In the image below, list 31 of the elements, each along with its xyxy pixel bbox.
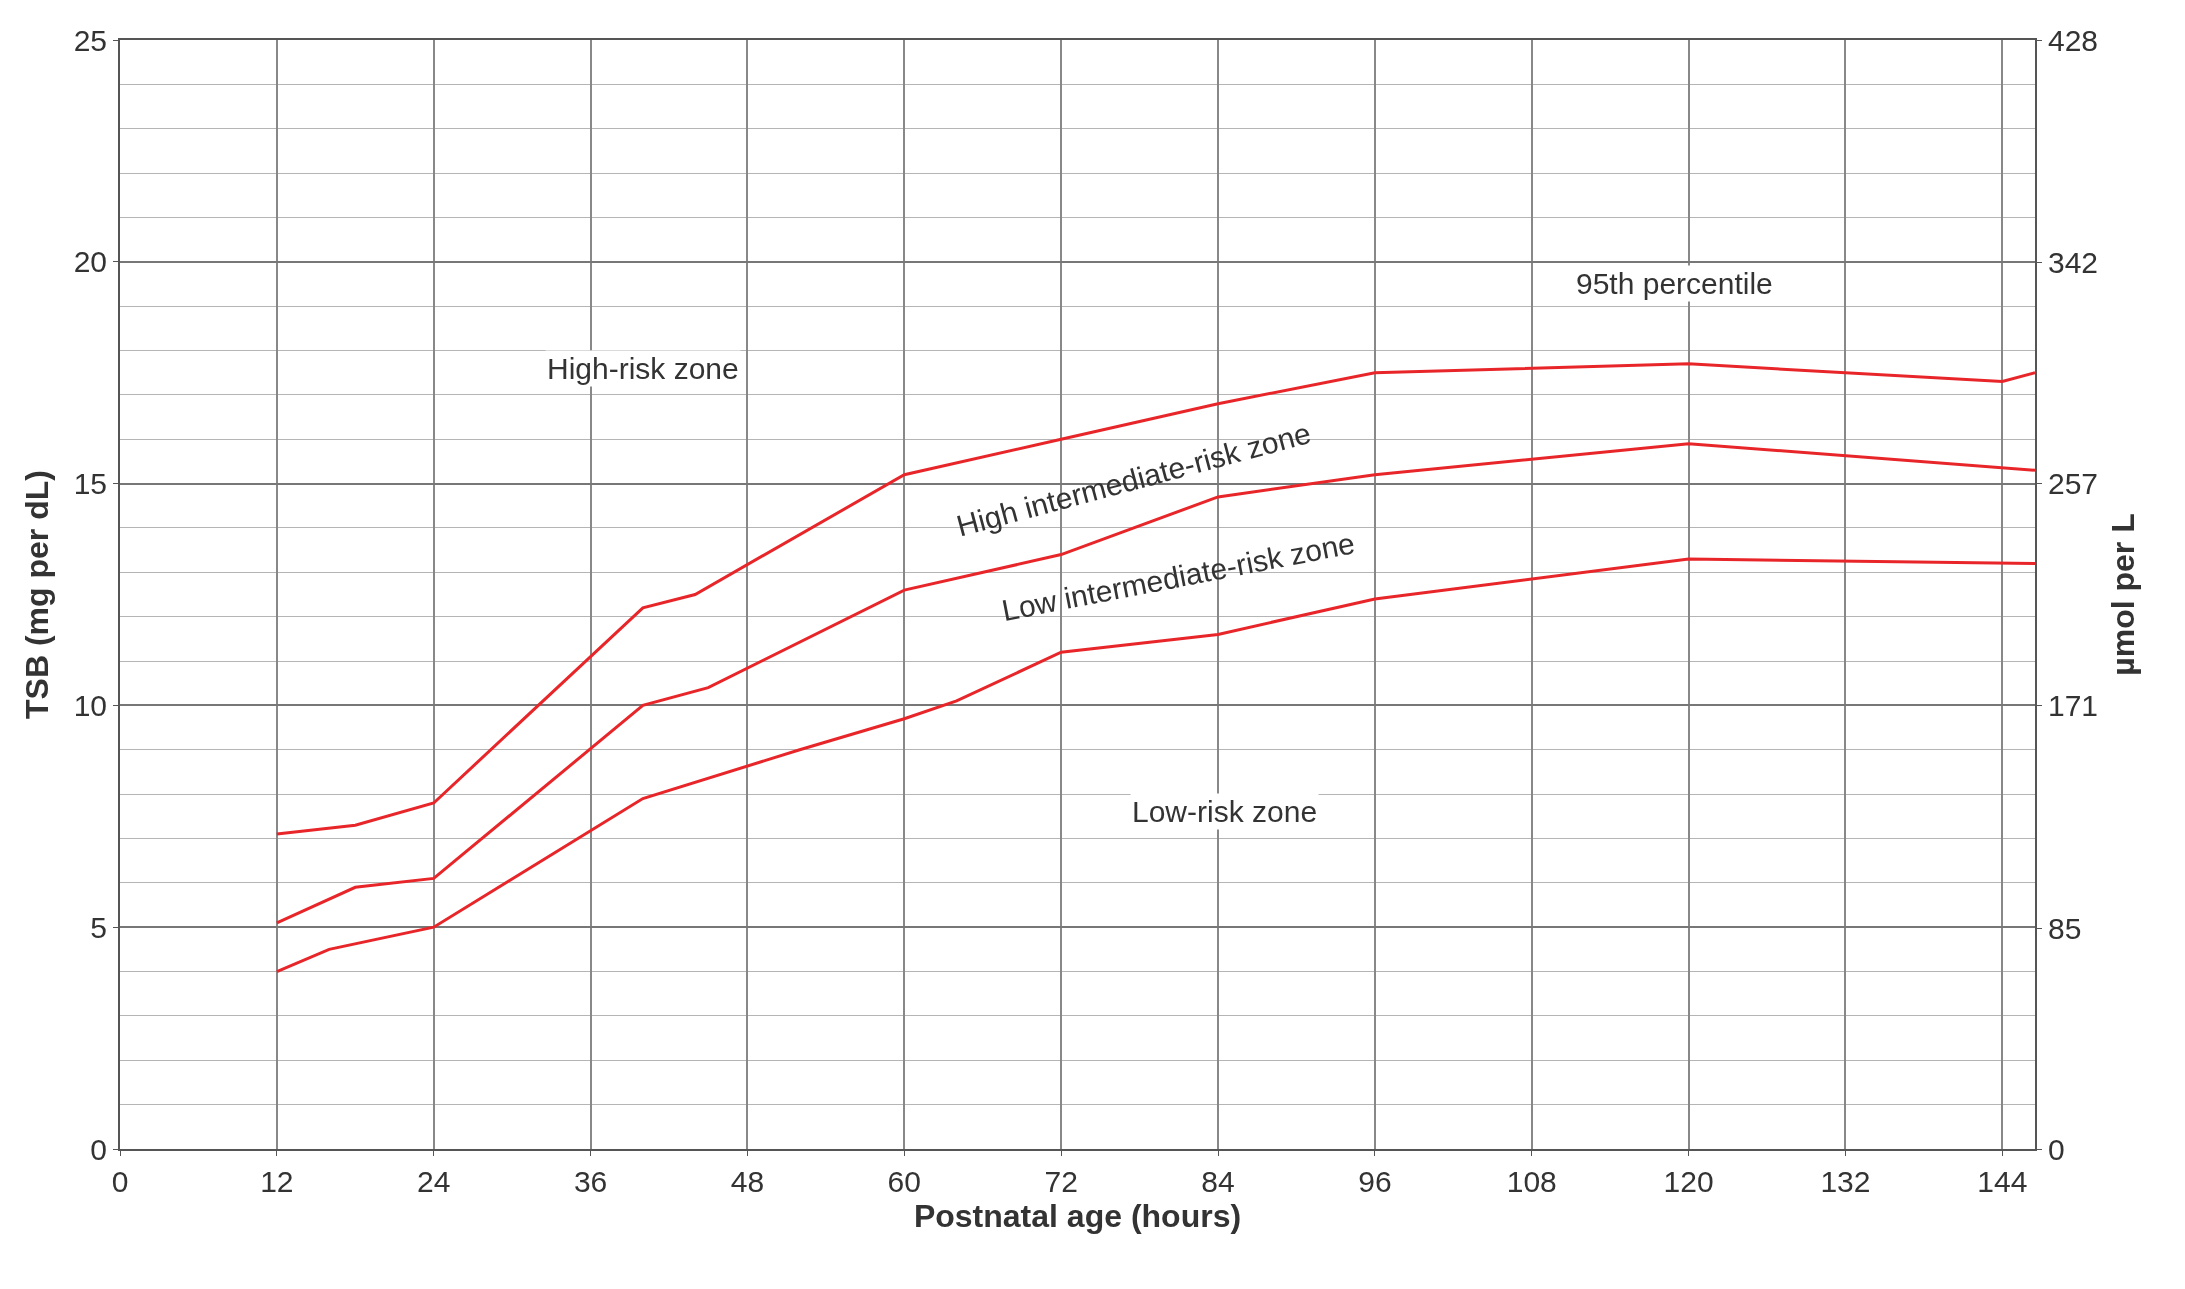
- y-tick-label: 15: [73, 467, 107, 501]
- x-tick-label: 60: [887, 1165, 921, 1198]
- y-tick-label: 25: [73, 23, 107, 57]
- y2-tick-label: 171: [2048, 689, 2099, 723]
- annotation: 95th percentile: [1576, 267, 1773, 300]
- x-tick-label: 48: [730, 1165, 765, 1198]
- x-tick-label: 12: [260, 1165, 294, 1198]
- y2-axis-title: µmol per L: [2105, 513, 2142, 676]
- x-axis-title: Postnatal age (hours): [913, 1198, 1242, 1235]
- y-tick-label: 0: [90, 1132, 107, 1166]
- annotation: High-risk zone: [547, 352, 739, 385]
- x-tick-label: 24: [417, 1165, 451, 1198]
- x-tick-label: 0: [111, 1165, 129, 1198]
- y-tick-label: 5: [90, 910, 107, 944]
- y2-tick-label: 257: [2048, 466, 2099, 500]
- y-axis-title: TSB (mg per dL): [19, 470, 56, 719]
- y2-tick-label: 85: [2048, 912, 2082, 946]
- x-tick-label: 84: [1201, 1165, 1235, 1198]
- x-tick-label: 96: [1358, 1165, 1392, 1198]
- y-tick-label: 10: [73, 688, 107, 722]
- y-tick-label: 20: [73, 245, 107, 279]
- x-tick-label: 120: [1663, 1165, 1714, 1198]
- x-tick-label: 144: [1977, 1165, 2028, 1198]
- x-tick-label: 72: [1044, 1165, 1078, 1198]
- x-tick-label: 132: [1820, 1165, 1871, 1198]
- y2-tick-label: 0: [2048, 1132, 2065, 1166]
- annotation: Low-risk zone: [1132, 795, 1318, 828]
- x-tick-label: 36: [573, 1165, 608, 1198]
- y2-tick-label: 428: [2048, 23, 2099, 57]
- y2-tick-label: 342: [2048, 246, 2099, 280]
- x-tick-label: 108: [1506, 1165, 1557, 1198]
